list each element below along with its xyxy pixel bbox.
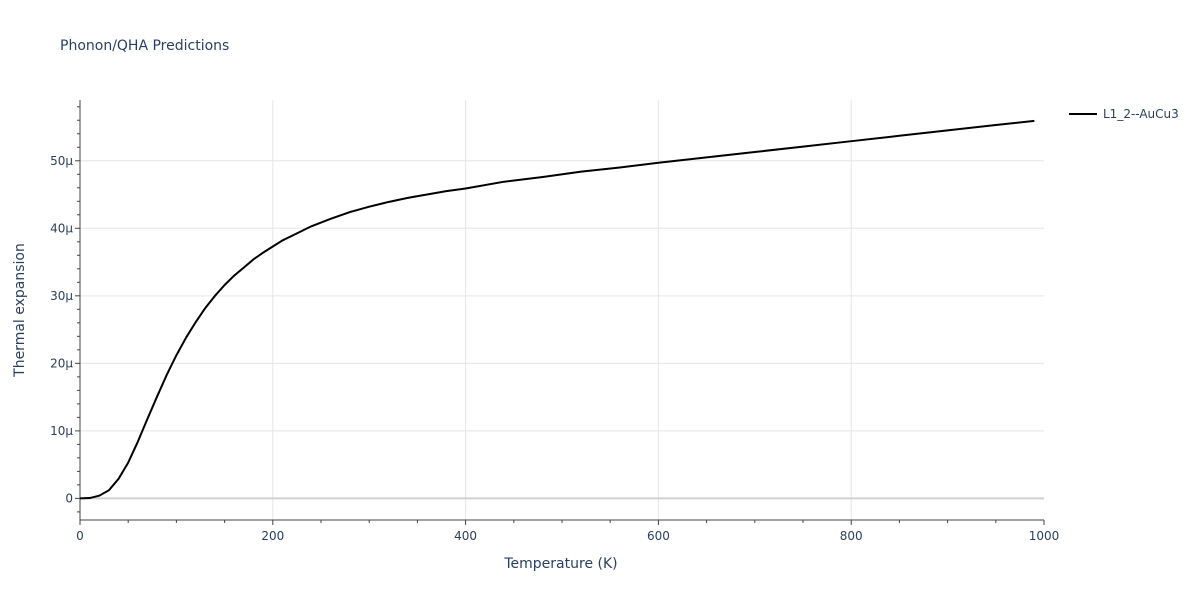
legend[interactable]: L1_2--AuCu3 [1069,107,1179,121]
x-tick-label: 400 [454,529,477,543]
y-tick-label: 40μ [50,221,73,235]
y-tick-label: 20μ [50,356,73,370]
x-tick-label: 800 [840,529,863,543]
x-tick-label: 600 [647,529,670,543]
grid [80,100,1044,520]
axes: 0 200 400 600 800 1000 0 10μ 20μ 30μ 40μ 50μ [50,100,1059,543]
x-axis-title: Temperature (K) [503,556,617,572]
series-line [79,119,1035,500]
series-layer [79,119,1035,500]
y-tick-label: 0 [65,491,73,505]
y-tick-label: 10μ [50,424,73,438]
y-axis-title: Thermal expansion [12,243,28,378]
y-tick-label: 50μ [50,154,73,168]
legend-label: L1_2--AuCu3 [1103,107,1179,121]
y-tick-label: 30μ [50,289,73,303]
x-tick-label: 200 [261,529,284,543]
x-tick-label: 0 [76,529,84,543]
legend-item[interactable]: L1_2--AuCu3 [1069,107,1179,121]
chart-title: Phonon/QHA Predictions [60,38,229,54]
x-tick-label: 1000 [1029,529,1060,543]
